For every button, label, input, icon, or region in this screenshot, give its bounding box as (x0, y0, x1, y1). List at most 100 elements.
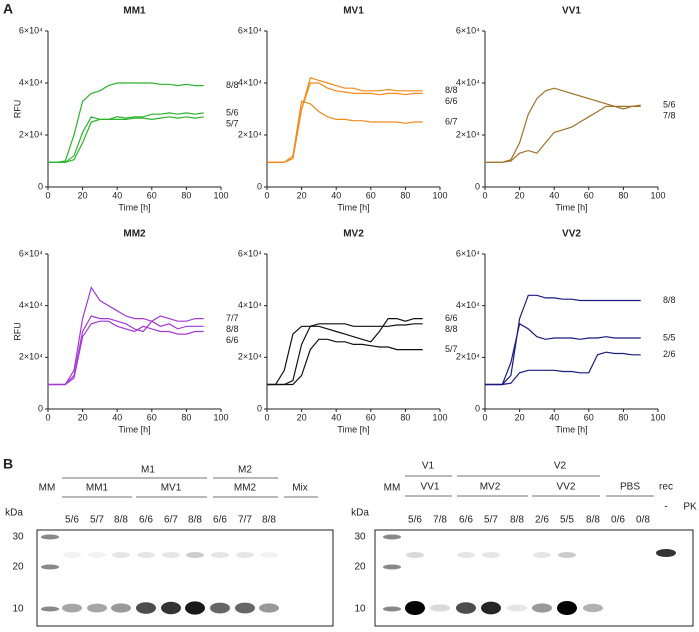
band (406, 552, 424, 558)
marker-band (41, 534, 59, 540)
x-tick-label: 40 (112, 190, 122, 200)
x-tick-label: 80 (618, 412, 628, 422)
subgroup-label: VV2 (557, 482, 576, 493)
pk-label: - (664, 502, 667, 513)
chart-title: MM1 (123, 6, 146, 17)
y-tick-label: 2×10⁴ (238, 129, 262, 139)
x-tick-label: 0 (482, 412, 487, 422)
series-label: 8/8 (445, 85, 458, 95)
subgroup-label: VV1 (421, 482, 440, 493)
subgroup-label: MM2 (234, 483, 257, 494)
marker-size: 10 (354, 604, 366, 615)
band (211, 552, 229, 558)
subgroup-label: PBS (620, 482, 640, 493)
y-axis-label: RFU (12, 100, 22, 119)
x-tick-label: 100 (432, 412, 447, 422)
x-tick-label: 20 (297, 190, 307, 200)
subgroup-label: MV1 (161, 483, 182, 494)
x-tick-label: 80 (181, 412, 191, 422)
x-tick-label: 20 (78, 190, 88, 200)
subgroup-label: rec (659, 482, 673, 493)
lane-label: 2/6 (535, 515, 549, 526)
x-tick-label: 80 (181, 190, 191, 200)
band (112, 552, 130, 558)
group-label: V2 (554, 461, 567, 472)
group-label: V1 (422, 461, 435, 472)
series-line (267, 323, 423, 386)
y-tick-label: 6×10⁴ (456, 25, 480, 35)
y-tick-label: 4×10⁴ (19, 77, 43, 87)
lane-label: 7/8 (433, 515, 447, 526)
band (236, 552, 254, 558)
y-tick-label: 0 (257, 403, 262, 413)
band (507, 604, 527, 612)
x-tick-label: 40 (331, 190, 341, 200)
marker-size: 30 (354, 532, 366, 543)
series-line (485, 322, 641, 386)
series-line (48, 286, 204, 386)
y-tick-label: 0 (38, 403, 43, 413)
x-tick-label: 60 (584, 190, 594, 200)
series-label: 5/6 (226, 107, 239, 117)
chart-title: MV1 (343, 6, 364, 17)
y-tick-label: 4×10⁴ (19, 300, 43, 310)
x-tick-label: 0 (45, 190, 50, 200)
lane-label: 8/8 (114, 515, 128, 526)
band (456, 602, 476, 614)
lane-label: 0/8 (636, 515, 650, 526)
series-label: 2/6 (663, 349, 676, 359)
y-tick-label: 0 (38, 181, 43, 191)
pk-label: PK (683, 502, 697, 513)
band (185, 601, 205, 615)
y-axis-label: RFU (12, 322, 22, 341)
series-line (267, 338, 423, 386)
group-label: M2 (238, 465, 252, 476)
lane-label: 5/6 (408, 515, 422, 526)
x-tick-label: 80 (400, 412, 410, 422)
lane-label: 5/7 (90, 515, 104, 526)
marker-lane-label: MM (384, 483, 401, 494)
x-tick-label: 60 (584, 412, 594, 422)
marker-size: 20 (354, 562, 366, 573)
y-tick-label: 2×10⁴ (19, 129, 43, 139)
series-label: 5/6 (663, 99, 676, 109)
x-tick-label: 60 (366, 412, 376, 422)
series-label: 6/6 (445, 313, 458, 323)
series-label: 8/8 (226, 80, 239, 90)
marker-band (41, 606, 59, 612)
lane-label: 0/6 (611, 515, 625, 526)
panel-label: B (3, 456, 13, 472)
x-tick-label: 40 (112, 412, 122, 422)
x-tick-label: 20 (78, 412, 88, 422)
band (87, 603, 107, 613)
y-tick-label: 2×10⁴ (238, 352, 262, 362)
band (161, 601, 181, 615)
x-tick-label: 40 (331, 412, 341, 422)
series-label: 5/5 (663, 332, 676, 342)
series-line (267, 318, 423, 386)
lane-label: 8/8 (188, 515, 202, 526)
lane-label: 5/5 (560, 515, 574, 526)
y-tick-label: 4×10⁴ (238, 300, 262, 310)
chart-title: MV2 (343, 229, 364, 240)
series-label: 5/7 (226, 118, 239, 128)
x-tick-label: 0 (264, 412, 269, 422)
band (557, 601, 577, 615)
subgroup-label: MV2 (480, 482, 501, 493)
x-tick-label: 40 (549, 190, 559, 200)
lane-label: 5/7 (484, 515, 498, 526)
y-tick-label: 6×10⁴ (238, 25, 262, 35)
x-tick-label: 20 (297, 412, 307, 422)
x-axis-label: Time [h] (118, 424, 150, 434)
x-tick-label: 0 (264, 190, 269, 200)
series-line (485, 294, 641, 386)
x-tick-label: 100 (650, 190, 665, 200)
lane-label: 7/7 (238, 515, 252, 526)
y-tick-label: 0 (475, 181, 480, 191)
x-tick-label: 100 (213, 190, 228, 200)
series-label: 7/8 (663, 110, 676, 120)
x-tick-label: 100 (213, 412, 228, 422)
series-line (48, 320, 204, 386)
